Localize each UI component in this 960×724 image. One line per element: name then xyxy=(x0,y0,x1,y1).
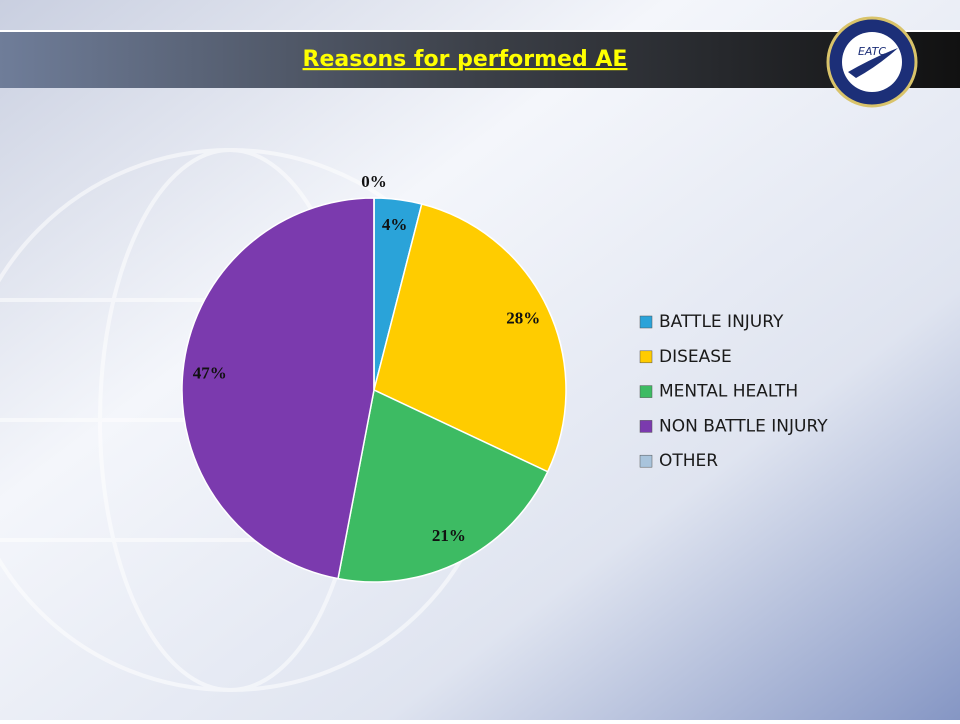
legend-label: OTHER xyxy=(659,451,718,471)
data-label: 0% xyxy=(361,172,387,191)
legend-label: BATTLE INJURY xyxy=(659,312,784,332)
data-label: 47% xyxy=(193,363,227,382)
legend-label: DISEASE xyxy=(659,347,732,367)
chart-title: Reasons for performed AE xyxy=(303,47,628,72)
legend-label: NON BATTLE INJURY xyxy=(659,416,828,436)
pie-slice xyxy=(373,203,567,473)
legend-swatch xyxy=(639,385,653,398)
legend-label: MENTAL HEALTH xyxy=(659,382,798,402)
pie: 4% 28% 21% 47% 0% xyxy=(181,172,567,583)
logo-text: EATC xyxy=(858,45,886,58)
legend-swatch xyxy=(639,350,653,364)
pie-slice xyxy=(181,197,375,580)
title-banner xyxy=(0,30,960,88)
legend-swatch xyxy=(639,420,653,433)
data-label: 28% xyxy=(506,309,540,328)
legend-swatch xyxy=(639,454,653,468)
pie-slice xyxy=(337,388,549,583)
logo: EATC xyxy=(826,16,918,108)
legend: BATTLE INJURY DISEASE MENTAL HEALTH NON BAT… xyxy=(639,312,828,471)
data-label: 21% xyxy=(432,526,466,545)
logo-wing xyxy=(848,48,898,78)
data-label: 4% xyxy=(382,215,408,234)
legend-swatch xyxy=(639,315,653,329)
